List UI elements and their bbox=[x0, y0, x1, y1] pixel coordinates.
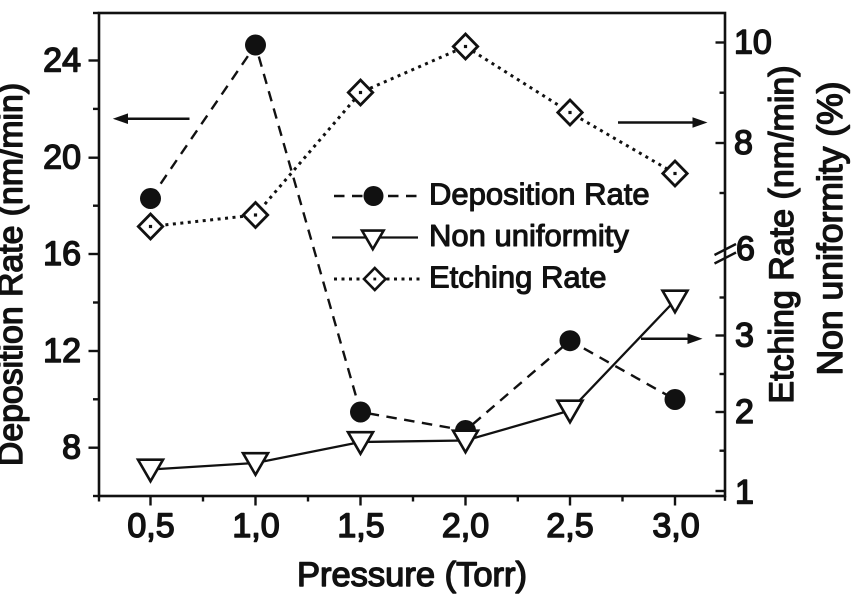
svg-text:10: 10 bbox=[734, 24, 772, 62]
svg-text:20: 20 bbox=[43, 139, 81, 177]
svg-text:Deposition Rate: Deposition Rate bbox=[429, 177, 650, 212]
svg-text:2: 2 bbox=[735, 393, 754, 431]
svg-text:Pressure (Torr): Pressure (Torr) bbox=[297, 556, 527, 594]
svg-text:Deposition Rate (nm/min): Deposition Rate (nm/min) bbox=[0, 83, 30, 466]
svg-text:12: 12 bbox=[43, 332, 81, 370]
svg-text:1,5: 1,5 bbox=[337, 507, 384, 545]
svg-text:1: 1 bbox=[735, 474, 754, 512]
svg-text:Non uniformity (%): Non uniformity (%) bbox=[810, 82, 850, 376]
svg-text:Etching Rate: Etching Rate bbox=[429, 260, 607, 295]
svg-text:8: 8 bbox=[734, 124, 753, 162]
svg-text:3,0: 3,0 bbox=[652, 507, 699, 545]
svg-text:0,5: 0,5 bbox=[127, 507, 174, 545]
svg-text:8: 8 bbox=[62, 429, 81, 467]
svg-text:6: 6 bbox=[736, 230, 755, 268]
svg-text:24: 24 bbox=[43, 42, 81, 80]
svg-text:3: 3 bbox=[735, 317, 754, 355]
svg-text:1,0: 1,0 bbox=[232, 507, 279, 545]
svg-text:2,5: 2,5 bbox=[546, 507, 593, 545]
svg-text:2,0: 2,0 bbox=[442, 507, 489, 545]
svg-text:16: 16 bbox=[43, 235, 81, 273]
svg-text:Etching Rate (nm/min): Etching Rate (nm/min) bbox=[763, 65, 801, 403]
svg-text:Non uniformity: Non uniformity bbox=[429, 218, 629, 253]
